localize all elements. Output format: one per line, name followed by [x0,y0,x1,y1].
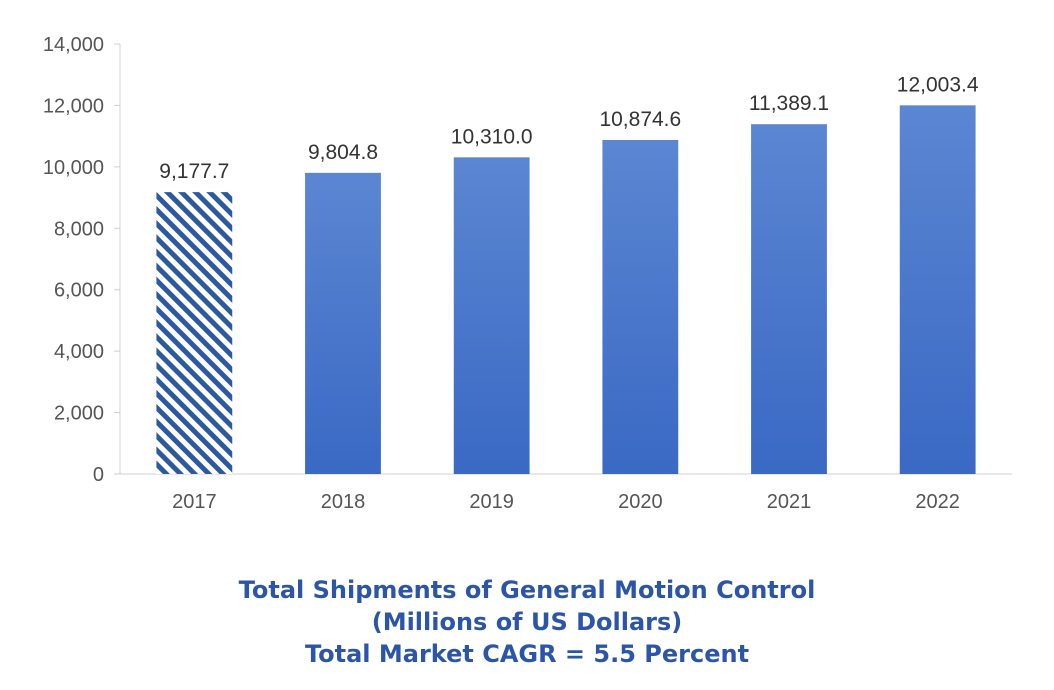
y-tick-label: 2,000 [54,403,104,425]
y-axis: 0 2,000 4,000 6,000 8,000 10,000 12,000 14,000 [43,34,121,486]
bar-2018 [305,172,381,474]
data-label-2019: 10,310.0 [451,125,533,148]
bar-2017 [156,192,233,474]
data-labels: 9,177.7 9,804.8 10,310.0 10,874.6 11,389.1 12… [159,73,979,183]
y-tick-label: 12,000 [43,95,104,117]
data-label-2020: 10,874.6 [599,108,681,131]
x-tick-label-2022: 2022 [915,491,960,513]
x-tick-label-2020: 2020 [618,491,663,513]
y-tick-label: 10,000 [43,157,104,179]
bar-2022 [899,105,976,474]
x-axis: 2017 2018 2019 2020 2021 2022 [120,473,1012,513]
caption-line-1: Total Shipments of General Motion Contro… [238,576,816,604]
bars [156,105,976,475]
chart-caption: Total Shipments of General Motion Contro… [0,574,1054,670]
data-label-2022: 12,003.4 [897,73,979,96]
y-tick-label: 4,000 [54,341,104,363]
caption-line-3: Total Market CAGR = 5.5 Percent [304,640,750,668]
data-label-2021: 11,389.1 [749,92,829,115]
x-tick-label-2018: 2018 [321,491,366,513]
bar-2021 [751,124,827,474]
caption-line-2: (Millions of US Dollars) [371,608,683,636]
x-tick-label-2021: 2021 [767,491,812,513]
bar-2020 [602,139,679,474]
x-tick-label-2019: 2019 [469,491,514,513]
y-tick-label: 14,000 [43,34,104,56]
bar-2019 [453,157,530,475]
data-label-2017: 9,177.7 [159,160,229,183]
y-tick-label: 6,000 [54,280,104,302]
x-tick-label-2017: 2017 [172,491,217,513]
data-label-2018: 9,804.8 [308,141,378,164]
y-tick-label: 8,000 [54,218,104,240]
bar-chart: 02,0004,0006,0008,00010,00012,00014,000 … [43,34,1012,513]
y-tick-label: 0 [93,464,104,486]
